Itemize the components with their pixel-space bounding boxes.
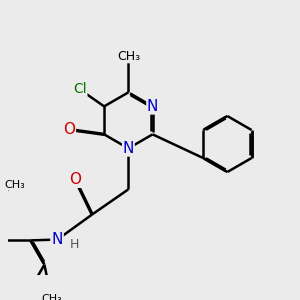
Text: CH₃: CH₃ [117, 50, 140, 63]
Text: N: N [123, 141, 134, 156]
Text: CH₃: CH₃ [4, 180, 25, 190]
Text: O: O [63, 122, 75, 137]
Text: N: N [52, 232, 63, 247]
Text: CH₃: CH₃ [41, 294, 62, 300]
Text: N: N [147, 99, 158, 114]
Text: O: O [69, 172, 81, 187]
Text: H: H [70, 238, 79, 251]
Text: Cl: Cl [73, 82, 87, 97]
